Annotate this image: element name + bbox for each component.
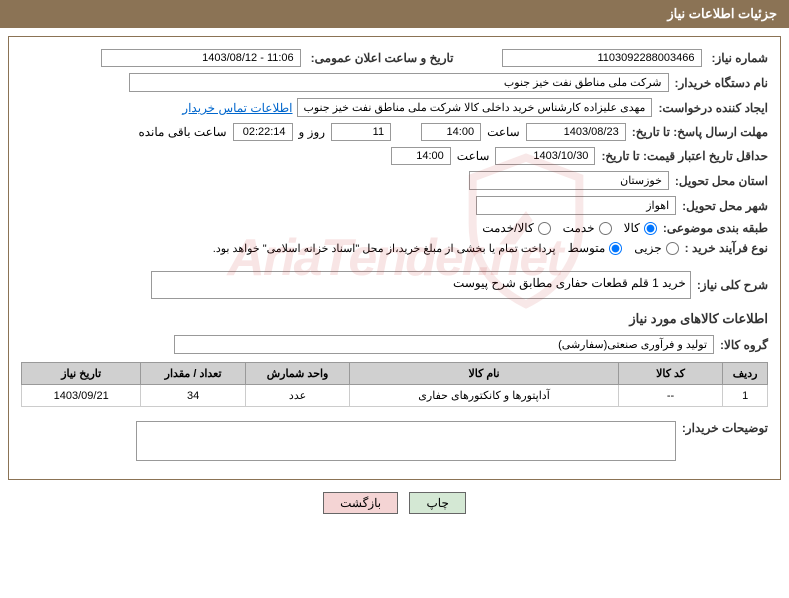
row-general-desc: شرح کلی نیاز: خرید 1 قلم قطعات حفاری مطا…	[21, 271, 768, 299]
td-code: --	[618, 385, 722, 407]
buyer-notes-label: توضیحات خریدار:	[682, 421, 768, 435]
goods-group-value: تولید و فرآوری صنعتی(سفارشی)	[174, 335, 714, 354]
td-row: 1	[723, 385, 768, 407]
th-name: نام کالا	[350, 363, 619, 385]
validity-date-value: 1403/10/30	[495, 147, 595, 165]
contact-link[interactable]: اطلاعات تماس خریدار	[182, 101, 292, 115]
radio-service-input[interactable]	[599, 222, 612, 235]
time-label-1: ساعت	[487, 125, 520, 139]
province-label: استان محل تحویل:	[675, 174, 768, 188]
th-date: تاریخ نیاز	[22, 363, 141, 385]
row-buyer-org: نام دستگاه خریدار: شرکت ملی مناطق نفت خی…	[21, 73, 768, 92]
row-goods-group: گروه کالا: تولید و فرآوری صنعتی(سفارشی)	[21, 335, 768, 354]
radio-medium[interactable]: متوسط	[568, 241, 623, 255]
page-title: جزئیات اطلاعات نیاز	[667, 6, 777, 21]
button-row: چاپ بازگشت	[0, 492, 789, 514]
row-process: نوع فرآیند خرید : جزیی متوسط پرداخت تمام…	[21, 241, 768, 255]
radio-minor-label: جزیی	[634, 241, 661, 255]
row-category: طبقه بندی موضوعی: کالا خدمت کالا/خدمت	[21, 221, 768, 235]
th-qty: تعداد / مقدار	[141, 363, 245, 385]
process-label: نوع فرآیند خرید :	[685, 241, 768, 255]
reply-date-value: 1403/08/23	[526, 123, 626, 141]
radio-goods-input[interactable]	[644, 222, 657, 235]
process-note: پرداخت تمام یا بخشی از مبلغ خرید،از محل …	[213, 242, 556, 255]
announce-value: 1403/08/12 - 11:06	[101, 49, 301, 67]
announce-label: تاریخ و ساعت اعلان عمومی:	[311, 51, 454, 65]
page-header: جزئیات اطلاعات نیاز	[0, 0, 789, 28]
days-value: 11	[331, 123, 391, 141]
goods-section-title: اطلاعات کالاهای مورد نیاز	[21, 311, 768, 327]
general-desc-label: شرح کلی نیاز:	[697, 278, 768, 292]
reply-deadline-label: مهلت ارسال پاسخ: تا تاریخ:	[632, 125, 768, 139]
th-row: ردیف	[723, 363, 768, 385]
remain-label: ساعت باقی مانده	[138, 125, 226, 139]
province-value: خوزستان	[469, 171, 669, 190]
radio-service-label: خدمت	[563, 221, 595, 235]
validity-time-value: 14:00	[391, 147, 451, 165]
row-requester: ایجاد کننده درخواست: مهدی علیزاده کارشنا…	[21, 98, 768, 117]
row-validity: حداقل تاریخ اعتبار قیمت: تا تاریخ: 1403/…	[21, 147, 768, 165]
radio-service[interactable]: خدمت	[563, 221, 612, 235]
row-need-number: شماره نیاز: 1103092288003466 تاریخ و ساع…	[21, 49, 768, 67]
need-number-label: شماره نیاز:	[712, 51, 768, 65]
goods-table: ردیف کد کالا نام کالا واحد شمارش تعداد /…	[21, 362, 768, 407]
goods-group-label: گروه کالا:	[720, 338, 768, 352]
td-unit: عدد	[245, 385, 349, 407]
countdown-value: 02:22:14	[233, 123, 293, 141]
requester-label: ایجاد کننده درخواست:	[658, 101, 768, 115]
row-city: شهر محل تحویل: اهواز	[21, 196, 768, 215]
category-label: طبقه بندی موضوعی:	[663, 221, 768, 235]
reply-time-value: 14:00	[421, 123, 481, 141]
days-label: روز و	[299, 125, 326, 139]
requester-value: مهدی علیزاده کارشناس خرید داخلی کالا شرک…	[297, 98, 653, 117]
td-date: 1403/09/21	[22, 385, 141, 407]
table-row: 1 -- آداپتورها و کانکتورهای حفاری عدد 34…	[22, 385, 768, 407]
buyer-org-value: شرکت ملی مناطق نفت خیز جنوب	[129, 73, 669, 92]
th-unit: واحد شمارش	[245, 363, 349, 385]
radio-medium-input[interactable]	[609, 242, 622, 255]
buyer-notes-value	[136, 421, 676, 461]
radio-minor[interactable]: جزیی	[634, 241, 678, 255]
radio-goods[interactable]: کالا	[624, 221, 657, 235]
radio-goods-service[interactable]: کالا/خدمت	[482, 221, 550, 235]
radio-minor-input[interactable]	[666, 242, 679, 255]
th-code: کد کالا	[618, 363, 722, 385]
city-label: شهر محل تحویل:	[682, 199, 768, 213]
row-province: استان محل تحویل: خوزستان	[21, 171, 768, 190]
td-qty: 34	[141, 385, 245, 407]
time-label-2: ساعت	[457, 149, 490, 163]
radio-goods-service-input[interactable]	[538, 222, 551, 235]
main-form: AriaTender.net شماره نیاز: 1103092288003…	[8, 36, 781, 480]
city-value: اهواز	[476, 196, 676, 215]
back-button[interactable]: بازگشت	[323, 492, 398, 514]
row-reply-deadline: مهلت ارسال پاسخ: تا تاریخ: 1403/08/23 سا…	[21, 123, 768, 141]
table-header-row: ردیف کد کالا نام کالا واحد شمارش تعداد /…	[22, 363, 768, 385]
buyer-org-label: نام دستگاه خریدار:	[675, 76, 769, 90]
td-name: آداپتورها و کانکتورهای حفاری	[350, 385, 619, 407]
row-buyer-notes: توضیحات خریدار:	[21, 421, 768, 461]
validity-label: حداقل تاریخ اعتبار قیمت: تا تاریخ:	[601, 149, 768, 163]
radio-goods-label: کالا	[624, 221, 640, 235]
print-button[interactable]: چاپ	[409, 492, 465, 514]
need-number-value: 1103092288003466	[502, 49, 702, 67]
radio-goods-service-label: کالا/خدمت	[482, 221, 533, 235]
radio-medium-label: متوسط	[568, 241, 606, 255]
general-desc-value: خرید 1 قلم قطعات حفاری مطابق شرح پیوست	[151, 271, 691, 299]
